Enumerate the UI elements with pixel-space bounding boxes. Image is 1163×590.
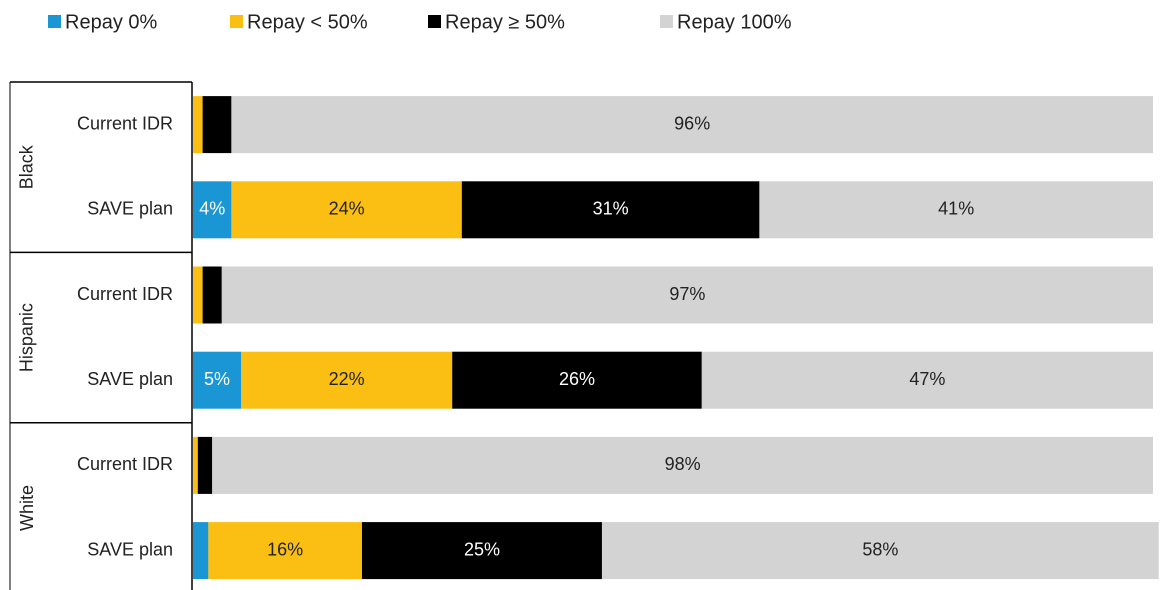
legend-label: Repay ≥ 50%	[445, 11, 565, 33]
data-label: 16%	[267, 539, 303, 559]
bar-segment	[193, 522, 209, 580]
bar-segment	[701, 351, 1153, 409]
y-tick-label: SAVE plan	[87, 199, 173, 219]
bar-segment	[193, 351, 241, 409]
bar-segment	[759, 181, 1153, 239]
data-label: 26%	[559, 369, 595, 389]
legend-label: Repay < 50%	[247, 11, 368, 33]
legend-swatch	[230, 15, 243, 28]
data-label: 4%	[199, 199, 225, 219]
bar-segment	[202, 266, 222, 324]
bar-segment	[231, 96, 1153, 154]
legend-swatch	[48, 15, 61, 28]
data-label: 47%	[909, 369, 945, 389]
data-label: 96%	[674, 113, 710, 133]
data-label: 22%	[329, 369, 365, 389]
legend-label: Repay 0%	[65, 11, 157, 33]
data-label: 58%	[862, 539, 898, 559]
bar-segment	[202, 96, 232, 154]
bar-segment	[193, 266, 203, 324]
bar-segment	[197, 436, 213, 494]
data-label: 5%	[204, 369, 230, 389]
data-label: 31%	[593, 199, 629, 219]
y-tick-label: Current IDR	[77, 113, 173, 133]
bar-segment	[601, 522, 1159, 580]
y-tick-label: Current IDR	[77, 454, 173, 474]
bar-segment	[221, 266, 1154, 324]
data-label: 41%	[938, 199, 974, 219]
bar-segment	[241, 351, 453, 409]
data-label: 97%	[669, 284, 705, 304]
data-label: 24%	[329, 199, 365, 219]
legend-swatch	[660, 15, 673, 28]
legend-swatch	[428, 15, 441, 28]
group-label: Hispanic	[17, 303, 37, 372]
y-tick-label: SAVE plan	[87, 369, 173, 389]
bar-segment	[193, 181, 232, 239]
bar-segment	[212, 436, 1153, 494]
data-label: 25%	[464, 539, 500, 559]
group-label: White	[17, 485, 37, 531]
legend-label: Repay 100%	[677, 11, 792, 33]
bar-segment	[193, 96, 203, 154]
bar-segment	[208, 522, 362, 580]
y-tick-label: Current IDR	[77, 284, 173, 304]
data-label: 98%	[665, 454, 701, 474]
group-label: Black	[17, 144, 37, 189]
bar-segment	[193, 436, 198, 494]
y-tick-label: SAVE plan	[87, 539, 173, 559]
bar-segment	[452, 351, 702, 409]
bar-segment	[231, 181, 462, 239]
bar-segment	[361, 522, 602, 580]
bar-segment	[461, 181, 760, 239]
